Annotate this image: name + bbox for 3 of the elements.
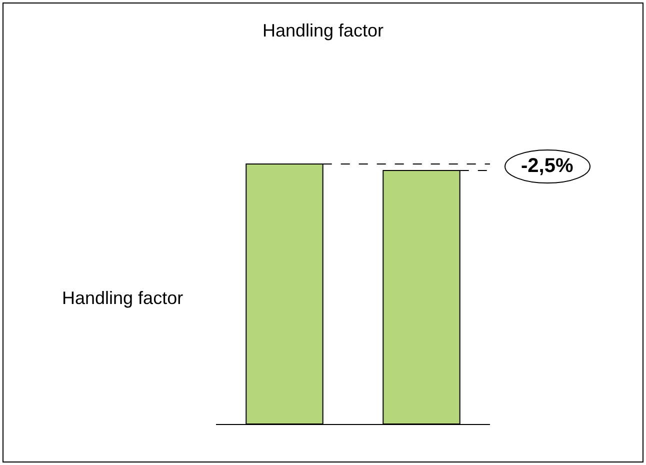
text: -2,5% [521, 155, 574, 177]
chart-title: Handling factor [262, 20, 384, 40]
y-axis-title: Handling factor [62, 288, 184, 308]
